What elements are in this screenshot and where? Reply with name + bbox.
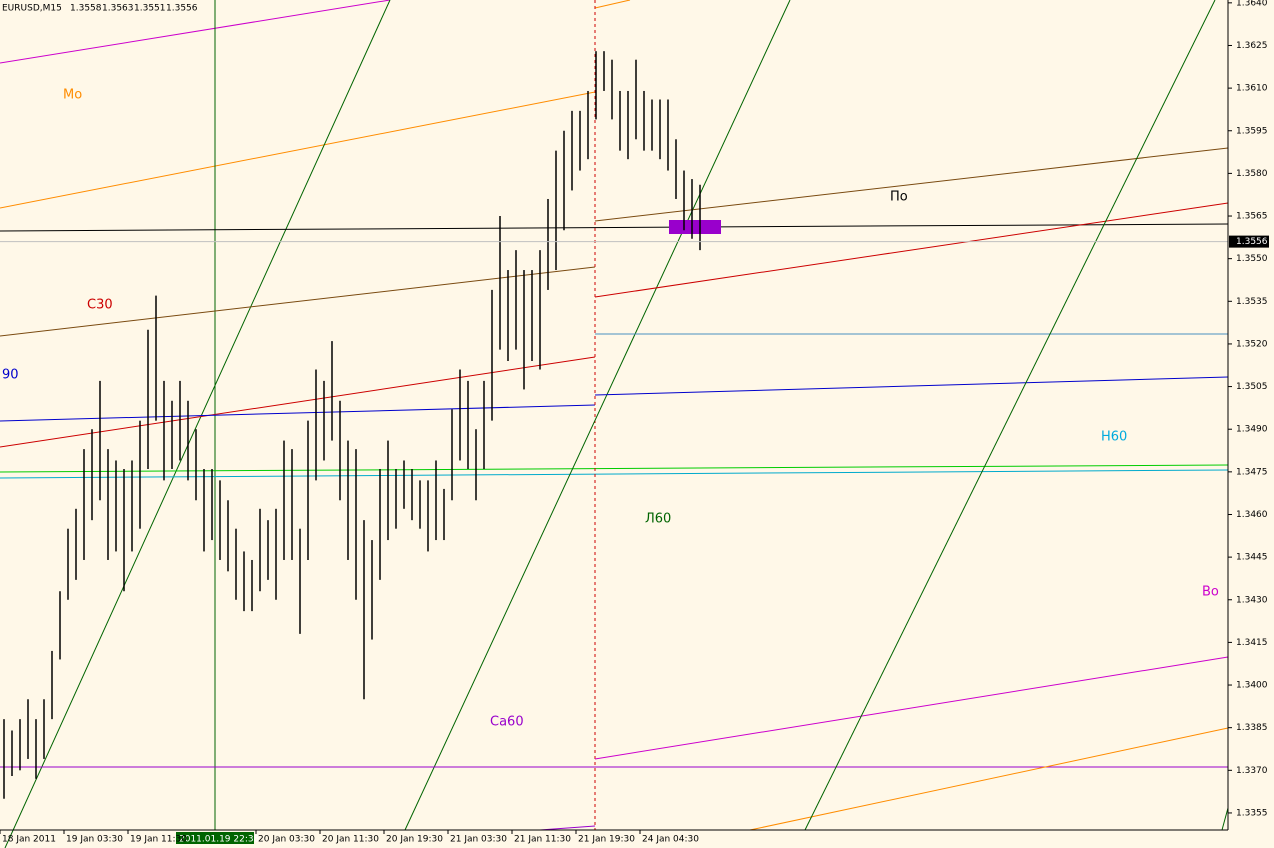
trendline <box>1221 807 1229 831</box>
y-tick-label: 1.3490 <box>1236 425 1268 435</box>
trendline <box>594 202 1229 298</box>
trendline <box>4 0 391 848</box>
y-tick-label: 1.3595 <box>1236 126 1268 136</box>
x-tick-label: 18 Jan 2011 <box>2 835 56 845</box>
trendline <box>594 0 631 9</box>
trendline <box>0 223 1229 232</box>
object-label: 90 <box>2 368 19 383</box>
ohlc: 1.3551 <box>134 4 166 14</box>
trendline <box>594 656 1229 760</box>
y-tick-label: 1.3580 <box>1236 169 1268 179</box>
y-tick-label: 1.3355 <box>1236 808 1268 818</box>
y-tick-label: 1.3415 <box>1236 638 1268 648</box>
ohlc: 1.3558 <box>70 4 102 14</box>
x-tick-label: 20 Jan 19:30 <box>386 835 443 845</box>
trendline <box>0 404 596 422</box>
x-tick-label: 20 Jan 03:30 <box>258 835 315 845</box>
x-tick-label: 21 Jan 19:30 <box>578 835 635 845</box>
object-label: Л60 <box>645 512 671 527</box>
y-tick-label: 1.3610 <box>1236 84 1268 94</box>
y-tick-label: 1.3370 <box>1236 766 1268 776</box>
price-axis <box>1228 0 1274 848</box>
ohlc: 1.3556 <box>166 4 198 14</box>
bid-label: 1.3556 <box>1236 237 1268 247</box>
y-tick-label: 1.3460 <box>1236 510 1268 520</box>
object-label: Са60 <box>490 715 524 730</box>
object-label: Во <box>1202 585 1219 600</box>
y-tick-label: 1.3400 <box>1236 681 1268 691</box>
y-tick-label: 1.3505 <box>1236 382 1268 392</box>
trendline <box>749 727 1229 831</box>
x-tick-label: 21 Jan 03:30 <box>450 835 507 845</box>
x-tick-label: 24 Jan 04:30 <box>642 835 699 845</box>
trendline <box>594 376 1229 396</box>
y-tick-label: 1.3520 <box>1236 339 1268 349</box>
y-tick-label: 1.3625 <box>1236 41 1268 51</box>
trendline <box>539 825 596 831</box>
x-tick-label: 19 Jan 11:30 <box>130 835 187 845</box>
marker-box <box>669 220 721 234</box>
trendline <box>404 0 791 831</box>
ohlc: 1.3563 <box>102 4 134 14</box>
bid-box <box>1229 235 1269 248</box>
y-tick-label: 1.3385 <box>1236 723 1268 733</box>
y-tick-label: 1.3550 <box>1236 254 1268 264</box>
x-tick-label: 20 Jan 11:30 <box>322 835 379 845</box>
trendline <box>0 0 391 64</box>
y-tick-label: 1.3565 <box>1236 212 1268 222</box>
y-tick-label: 1.3640 <box>1236 0 1268 8</box>
x-tick-label: 21 Jan 11:30 <box>514 835 571 845</box>
object-label: Мо <box>63 88 82 103</box>
object-label: По <box>890 190 908 205</box>
trendline <box>0 356 596 448</box>
y-tick-label: 1.3535 <box>1236 297 1268 307</box>
symbol: EURUSD,M15 <box>2 4 62 14</box>
trendline <box>804 0 1216 831</box>
crosshair-box <box>176 832 254 844</box>
x-tick-label: 19 Jan 03:30 <box>66 835 123 845</box>
object-label: С30 <box>87 298 113 313</box>
y-tick-label: 1.3430 <box>1236 595 1268 605</box>
drawings <box>0 0 1229 848</box>
trendline <box>0 91 596 209</box>
y-tick-label: 1.3445 <box>1236 553 1268 563</box>
crosshair-label: 2011.01.19 22:38 <box>179 835 260 845</box>
trendline <box>594 147 1229 222</box>
y-tick-label: 1.3475 <box>1236 467 1268 477</box>
object-label: Н60 <box>1101 430 1127 445</box>
trendline <box>0 266 596 337</box>
